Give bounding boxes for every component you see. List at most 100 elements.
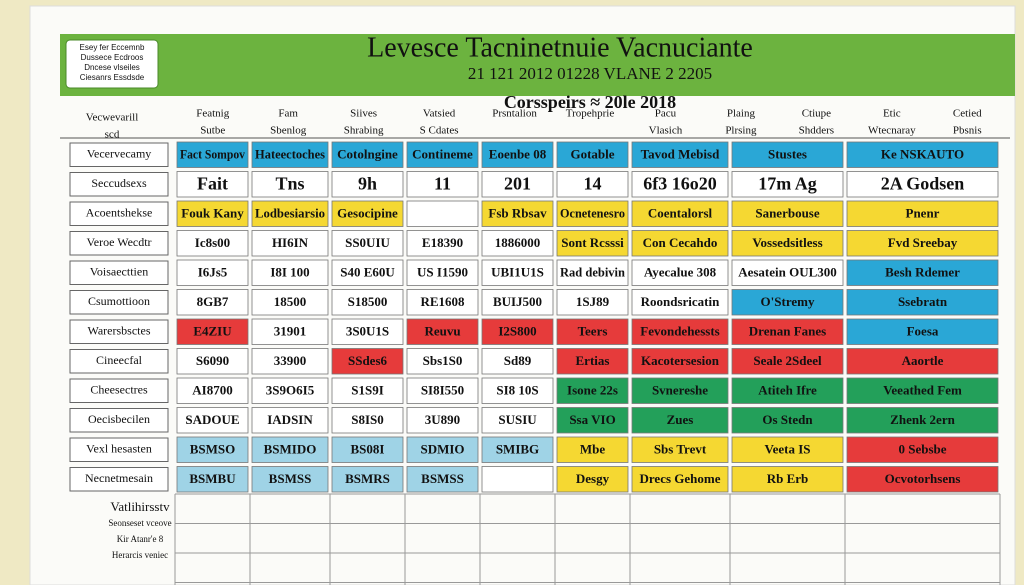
schedule-table: Featnig Sutbe Fam Sbenlog Siives Shrabing Vats… [60,108,1010,585]
cell [731,407,844,434]
cell [556,259,629,286]
cell-text: Mbe [580,442,606,457]
cell [406,289,479,316]
cell-text: BS08I [351,442,385,457]
cell [176,466,249,493]
cell-text: 1886000 [495,235,541,250]
cell [406,466,479,493]
column-header: Featnig [196,108,229,120]
cell-text: Kacotersesion [641,353,720,368]
cell-text: 31901 [274,324,307,339]
cell [251,318,329,345]
cell-text: 11 [434,173,451,193]
cell [406,259,479,286]
cell [631,377,729,404]
cell [331,200,404,227]
cell [481,377,554,404]
cell-text: Veeathed Fem [883,383,962,398]
cell-text: Teers [578,324,608,339]
note: Herarcis veniec [112,550,168,560]
row-label: Seccudsexs [91,176,147,190]
row-label: Voisaecttien [90,265,148,279]
column-header: Sutbe [200,125,225,137]
cell-text: Zhenk 2ern [890,412,955,427]
cell [731,289,844,316]
column-header: Shrabing [344,125,384,137]
cell [176,318,249,345]
cell-text: Zues [667,412,694,427]
cell-text: Reuvu [424,324,460,339]
cell-text: Vossedsitless [752,235,822,250]
cell-text: Ic8s00 [195,235,230,250]
column-header: Tropehprie [566,108,615,120]
cell [846,407,999,434]
cell-text: UBI1U1S [491,265,544,280]
cell [846,318,999,345]
cell-text: O'Stremy [761,294,815,309]
cell [251,377,329,404]
cell-text: 17m Ag [758,173,817,193]
cell-text: SS0UIU [345,235,390,250]
cell [176,407,249,434]
cell-text: Contineme [412,147,473,162]
column-header: Wtecnaray [868,125,916,137]
cell-text: 3S0U1S [346,324,389,339]
cell [631,436,729,463]
cell [631,348,729,375]
row-label-box [69,201,169,226]
cell [406,171,479,198]
cell [251,436,329,463]
cell-text: 201 [504,173,531,193]
cell [331,289,404,316]
cell-text: HI6IN [272,235,309,250]
cell [251,289,329,316]
cell [631,171,729,198]
cell-text: BSMSS [269,471,312,486]
cell-text: Stustes [768,147,807,162]
cell-text: Ssa VIO [569,412,615,427]
cell-text: BSMSS [421,471,464,486]
corner-header: Vecwevarill [86,112,139,124]
note: Seonseset vceove [108,518,171,528]
cell [176,141,249,168]
cell-text: SI8 10S [496,383,538,398]
cell-text: Drenan Fanes [749,324,826,339]
row-label-box [69,260,169,285]
cell-text: S18500 [348,294,388,309]
cell [406,436,479,463]
cell [556,407,629,434]
cell-text: Rad debivin [560,265,626,280]
cell [556,289,629,316]
row-label-box [69,378,169,403]
column-header: Pbsnis [953,125,982,137]
cell-text: Atiteh Ifre [758,383,817,398]
cell [331,348,404,375]
cell-text: I2S800 [498,324,536,339]
cell [556,377,629,404]
cell-text: SI8I550 [421,383,464,398]
column-header: Prsntalion [492,108,537,120]
cell-text: BSMBU [189,471,236,486]
badge-text: Ciesanrs Essdsde [80,73,145,82]
cell [731,171,844,198]
cell-text: Con Cecahdo [643,235,718,250]
cell [481,230,554,257]
cell [481,171,554,198]
cell-text: SADOUE [185,412,239,427]
cell-text: 6f3 16o20 [643,173,717,193]
cell-text: E18390 [422,235,463,250]
badge-text: Dncese vlseiles [84,63,140,72]
cell [176,171,249,198]
cell-text: Ssebratn [898,294,948,309]
cell [556,348,629,375]
cell [331,466,404,493]
column-header: Vatsied [423,108,456,120]
cell [251,171,329,198]
cell-text: 3S9O6I5 [266,383,315,398]
badge [65,39,159,89]
column-header: Plaing [727,108,756,120]
cell-text: 9h [358,173,377,193]
banner [60,34,1015,96]
cell [331,407,404,434]
